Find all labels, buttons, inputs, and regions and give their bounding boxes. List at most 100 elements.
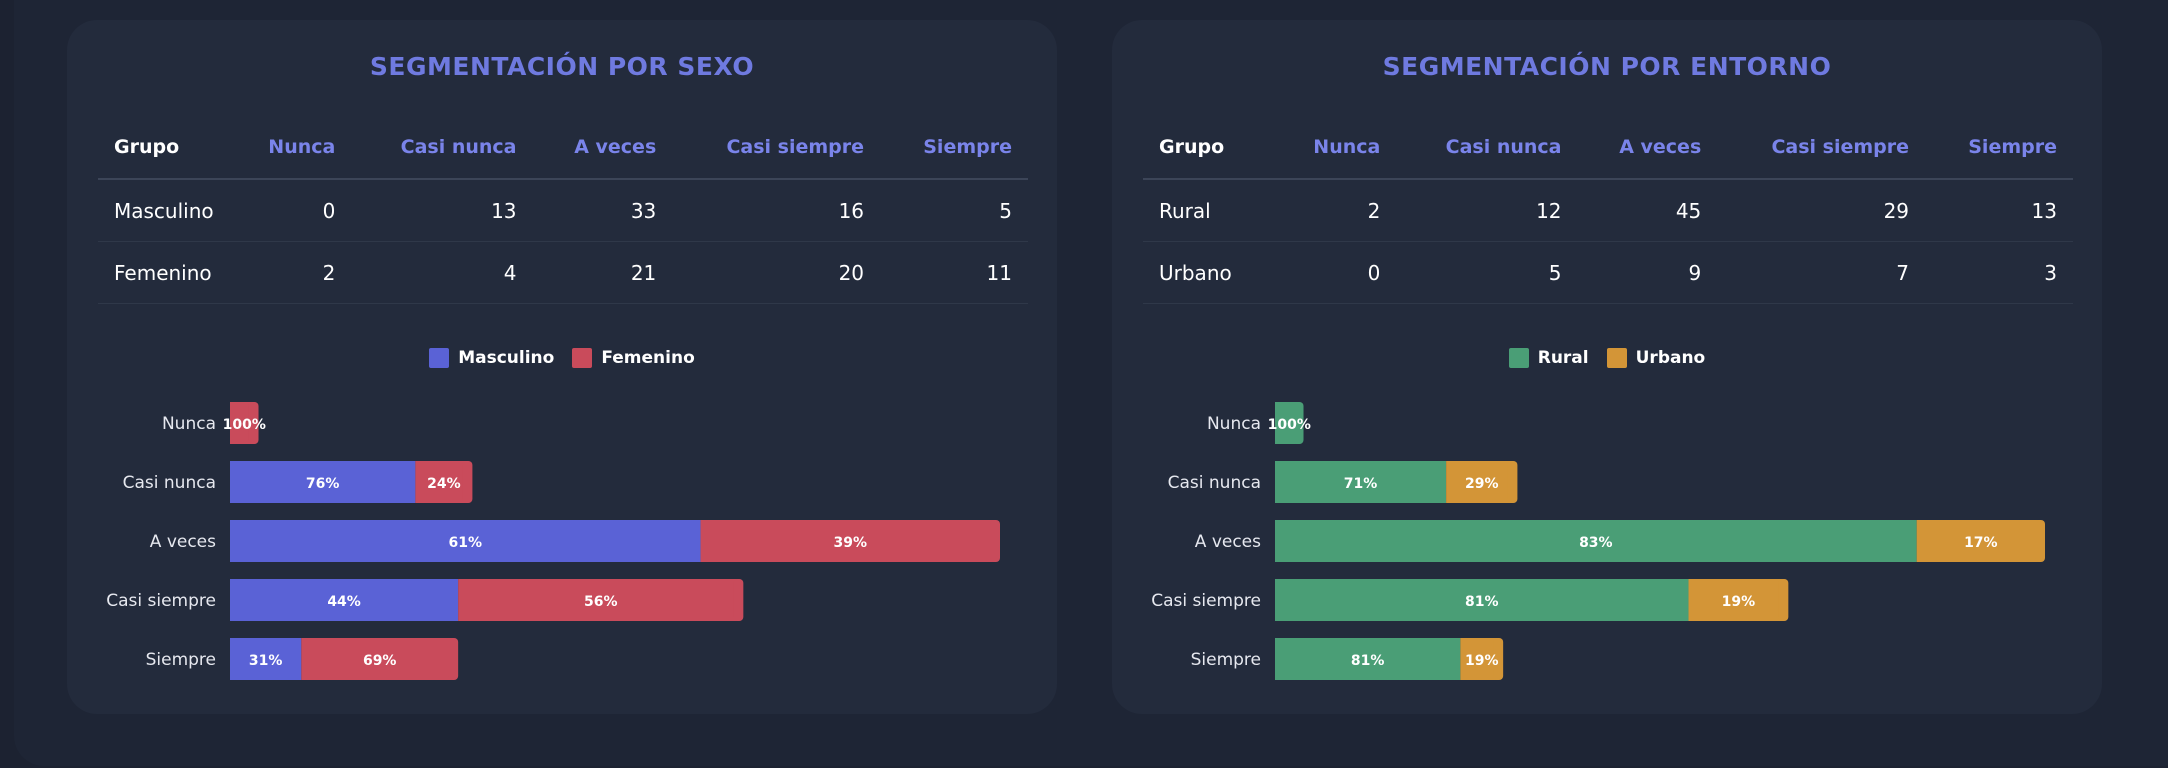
- data-label: 19%: [1465, 653, 1499, 669]
- cell-value: 16: [672, 179, 881, 242]
- legend-swatch: [572, 348, 593, 368]
- table-row: Rural 2 12 45 29 13: [1143, 179, 2073, 242]
- col-header-casi-siempre: Casi siempre: [1717, 116, 1926, 180]
- data-label: 71%: [1344, 476, 1378, 492]
- tick-label: Casi siempre: [1151, 591, 1261, 611]
- col-header-nunca: Nunca: [1275, 116, 1397, 180]
- col-header-casi-siempre: Casi siempre: [672, 116, 881, 180]
- data-label: 81%: [1465, 594, 1499, 610]
- tick-label: Siempre: [146, 650, 216, 670]
- bar-end-cap: [248, 402, 259, 444]
- cell-group: Femenino: [98, 241, 230, 304]
- legend-label: Masculino: [458, 348, 555, 368]
- data-label: 100%: [223, 417, 266, 433]
- tick-label: Casi nunca: [123, 473, 216, 493]
- bar-segment: [1446, 461, 1514, 503]
- legend-swatch: [1606, 348, 1627, 368]
- cell-value: 13: [1925, 179, 2073, 242]
- cell-value: 13: [351, 179, 533, 242]
- tick-label: Casi siempre: [106, 591, 216, 611]
- data-label: 31%: [249, 653, 283, 669]
- legend-label: Rural: [1537, 348, 1589, 368]
- data-label: 17%: [1964, 535, 1998, 551]
- cell-value: 2: [230, 241, 352, 304]
- bar-segment: [230, 579, 459, 621]
- cell-value: 5: [880, 179, 1028, 242]
- bar-end-cap: [1507, 461, 1518, 503]
- cell-value: 11: [880, 241, 1028, 304]
- panel-title: SEGMENTACIÓN POR SEXO: [369, 52, 755, 81]
- table-header-row: Grupo Nunca Casi nunca A veces Casi siem…: [1143, 116, 2073, 180]
- legend-item-masculino[interactable]: Masculino: [429, 346, 554, 370]
- cell-value: 2: [1275, 179, 1397, 242]
- col-header-siempre: Siempre: [1925, 116, 2073, 180]
- bar-end-cap: [448, 638, 459, 680]
- bar-segment: [700, 520, 996, 562]
- bar-segment: [230, 638, 302, 680]
- cell-value: 3: [1925, 241, 2073, 304]
- legend-item-femenino[interactable]: Femenino: [572, 346, 695, 370]
- data-label: 29%: [1465, 476, 1499, 492]
- bar-segment: [230, 520, 701, 562]
- bar-segment: [1688, 579, 1785, 621]
- col-header-grupo: Grupo: [98, 116, 230, 180]
- data-label: 100%: [1268, 417, 1311, 433]
- chart-legend: Masculino Femenino: [67, 346, 1057, 370]
- cell-value: 33: [532, 179, 673, 242]
- bar-end-cap: [1493, 638, 1504, 680]
- data-label: 83%: [1579, 535, 1613, 551]
- data-label: 56%: [584, 594, 618, 610]
- legend-swatch: [1508, 348, 1529, 368]
- col-header-casi-nunca: Casi nunca: [351, 116, 533, 180]
- table-row: Urbano 0 5 9 7 3: [1143, 241, 2073, 304]
- cell-value: 12: [1396, 179, 1578, 242]
- panel-sexo: SEGMENTACIÓN POR SEXO Grupo Nunca Casi n…: [67, 20, 1057, 714]
- bar-end-cap: [1293, 402, 1304, 444]
- bar-segment: [1916, 520, 2041, 562]
- legend-label: Femenino: [601, 348, 695, 368]
- bar-segment: [415, 461, 469, 503]
- bar-end-cap: [1778, 579, 1789, 621]
- col-header-nunca: Nunca: [230, 116, 352, 180]
- table-row: Femenino 2 4 21 20 11: [98, 241, 1028, 304]
- legend-label: Urbano: [1635, 348, 1706, 368]
- cell-value: 21: [532, 241, 673, 304]
- cell-value: 4: [351, 241, 533, 304]
- col-header-grupo: Grupo: [1143, 116, 1275, 180]
- bar-end-cap: [462, 461, 473, 503]
- cell-value: 0: [1275, 241, 1397, 304]
- cell-value: 9: [1577, 241, 1718, 304]
- col-header-casi-nunca: Casi nunca: [1396, 116, 1578, 180]
- data-label: 81%: [1351, 653, 1385, 669]
- col-header-a-veces: A veces: [1577, 116, 1718, 180]
- cell-value: 45: [1577, 179, 1718, 242]
- panel-entorno: SEGMENTACIÓN POR ENTORNO Grupo Nunca Cas…: [1112, 20, 2102, 714]
- bar-segment: [458, 579, 740, 621]
- tick-label: Nunca: [1207, 414, 1261, 434]
- bar-end-cap: [733, 579, 744, 621]
- cell-value: 7: [1717, 241, 1926, 304]
- data-label: 44%: [327, 594, 361, 610]
- cell-value: 0: [230, 179, 352, 242]
- cell-group: Rural: [1143, 179, 1275, 242]
- table-sexo: Grupo Nunca Casi nunca A veces Casi siem…: [98, 116, 1028, 304]
- legend-item-rural[interactable]: Rural: [1508, 346, 1589, 370]
- chart-svg: Nunca 100% Casi nunca 71% 29% A veces 83% 17% Ca…: [1151, 402, 2045, 680]
- cell-value: 5: [1396, 241, 1578, 304]
- bar-segment: [1460, 638, 1500, 680]
- bar-segment: [1275, 461, 1447, 503]
- bar-end-cap: [990, 520, 1000, 562]
- chart-sexo: Nunca 100% Casi nunca 76% 24% A veces 61% 39% Ca…: [67, 390, 1057, 690]
- bar-segment: [1275, 638, 1461, 680]
- tick-label: A veces: [1195, 532, 1261, 552]
- data-label: 19%: [1722, 594, 1756, 610]
- chart-entorno: Nunca 100% Casi nunca 71% 29% A veces 83% 17% Ca…: [1112, 390, 2102, 690]
- table-header-row: Grupo Nunca Casi nunca A veces Casi siem…: [98, 116, 1028, 180]
- data-label: 76%: [306, 476, 340, 492]
- chart-legend: Rural Urbano: [1112, 346, 2102, 370]
- tick-label: Siempre: [1191, 650, 1261, 670]
- data-label: 69%: [363, 653, 397, 669]
- bar-end-cap: [2035, 520, 2045, 562]
- table-entorno: Grupo Nunca Casi nunca A veces Casi siem…: [1143, 116, 2073, 304]
- legend-item-urbano[interactable]: Urbano: [1606, 346, 1706, 370]
